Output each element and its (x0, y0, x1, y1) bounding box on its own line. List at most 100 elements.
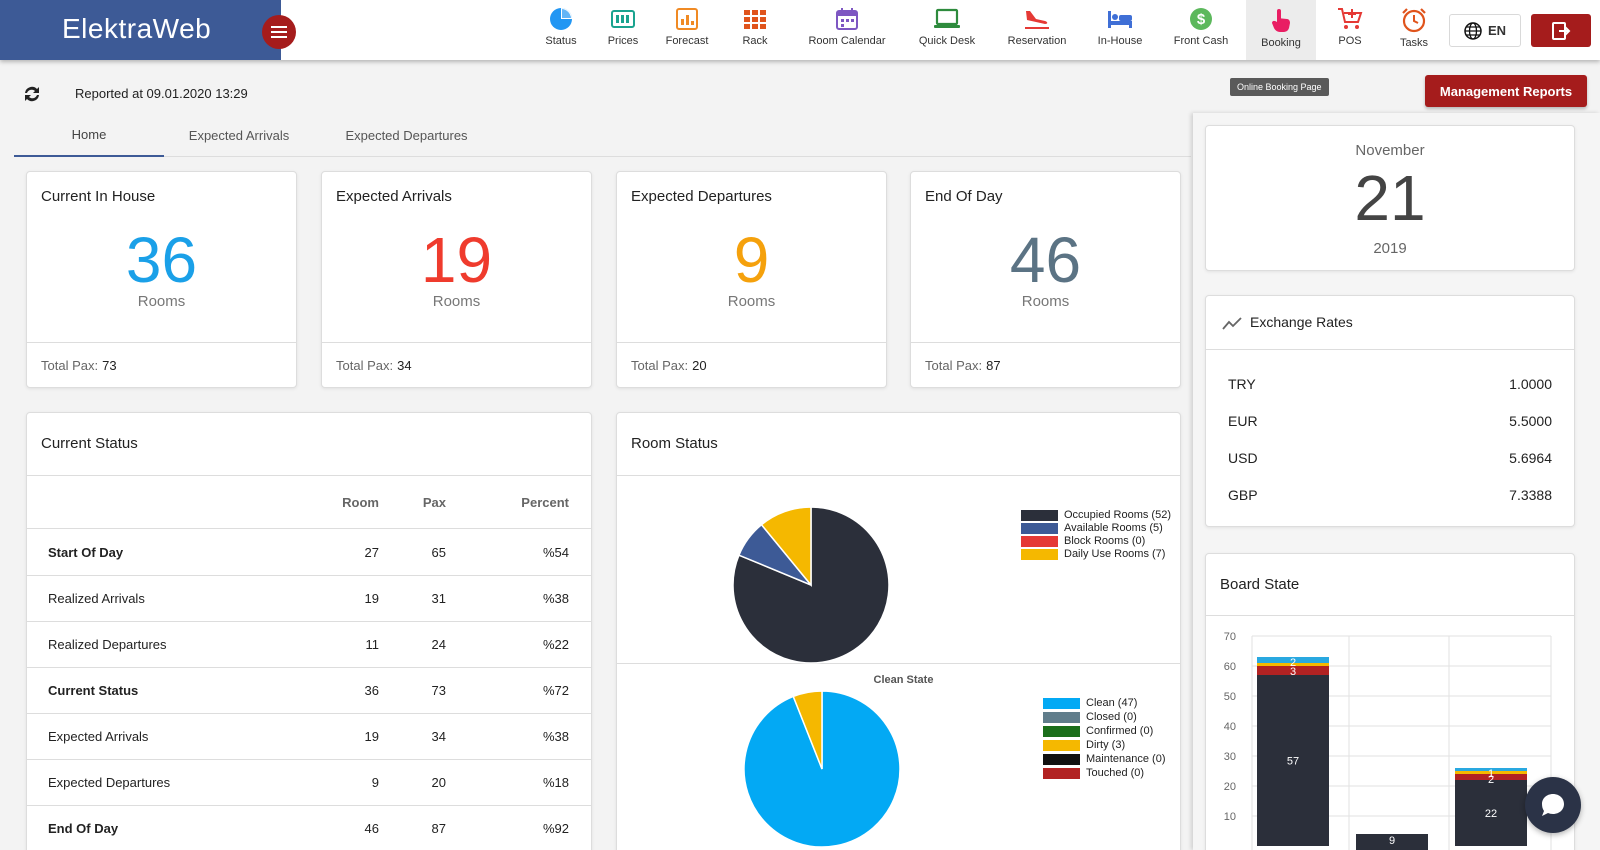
legend-label: Clean (47) (1086, 697, 1138, 709)
calendar-icon (836, 8, 858, 30)
legend-swatch (1043, 753, 1080, 765)
exchange-row: TRY 1.0000 (1228, 376, 1552, 396)
table-header: Room Pax Percent (27, 475, 591, 529)
stat-card-end-of-day: End Of Day 46 Rooms Total Pax: 87 (910, 171, 1181, 388)
legend-item: Occupied Rooms (52) (1021, 509, 1171, 521)
bar-label: 2 (1488, 774, 1494, 786)
chat-button[interactable] (1525, 777, 1581, 833)
bar-label: 3 (1290, 666, 1296, 678)
clean-state-pie-chart (743, 690, 901, 848)
nav-label: Reservation (1007, 35, 1067, 47)
row-percent: %38 (542, 591, 569, 606)
hamburger-menu-button[interactable] (262, 15, 296, 49)
nav-label: Forecast (665, 35, 709, 47)
row-label: Realized Arrivals (48, 591, 145, 606)
language-button[interactable]: EN (1449, 14, 1521, 47)
current-status-card: Current Status Room Pax Percent Start Of… (26, 412, 592, 850)
room-status-pie-chart (732, 506, 890, 664)
top-bar: ElektraWeb Status Prices Forecast Rack R… (0, 0, 1600, 60)
nav-label: Booking (1261, 37, 1301, 49)
refresh-icon[interactable] (22, 84, 42, 104)
nav-label: In-House (1097, 35, 1143, 47)
legend-item: Daily Use Rooms (7) (1021, 548, 1165, 560)
stat-title: End Of Day (925, 188, 1003, 205)
nav-booking[interactable]: Booking (1246, 0, 1316, 60)
nav-label: Status (545, 35, 577, 47)
pax-label: Total Pax: (631, 358, 689, 373)
currency-rate: 1.0000 (1509, 376, 1552, 392)
row-label: Expected Departures (48, 775, 171, 790)
tab-expected-departures[interactable]: Expected Departures (345, 127, 468, 143)
stat-value: 36 (125, 224, 198, 296)
nav-pos[interactable]: POS (1330, 0, 1370, 60)
nav-forecast[interactable]: Forecast (657, 0, 717, 60)
logout-button[interactable] (1531, 14, 1591, 47)
row-label: Expected Arrivals (48, 729, 149, 744)
logout-icon (1552, 21, 1571, 40)
legend-swatch (1021, 522, 1058, 534)
row-pax: 65 (431, 545, 446, 560)
pie-slice (792, 690, 823, 770)
nav-in-house[interactable]: In-House (1095, 0, 1145, 60)
currency-code: EUR (1228, 413, 1258, 429)
nav-label: POS (1338, 35, 1362, 47)
legend-label: Daily Use Rooms (7) (1064, 548, 1166, 560)
clean-state-title: Clean State (873, 674, 934, 686)
nav-prices[interactable]: Prices (600, 0, 646, 60)
exchange-row: GBP 7.3388 (1228, 487, 1552, 507)
nav-room-calendar[interactable]: Room Calendar (802, 0, 892, 60)
bar-label: 1 (1488, 768, 1494, 780)
legend-label: Dirty (3) (1086, 739, 1126, 751)
table-row: Expected Arrivals 19 34 %38 (27, 714, 591, 760)
stat-card-expected-arrivals: Expected Arrivals 19 Rooms Total Pax: 34 (321, 171, 592, 388)
legend-swatch (1043, 697, 1080, 709)
menu-icon (271, 31, 287, 33)
chat-bubble-icon (1542, 794, 1564, 816)
stat-unit: Rooms (727, 293, 776, 310)
alarm-clock-icon (1402, 8, 1426, 33)
header-pax: Pax (422, 494, 446, 510)
management-reports-button[interactable]: Management Reports (1425, 75, 1587, 107)
tab-home[interactable]: Home (14, 113, 164, 157)
right-panel: November 21 2019 Exchange Rates TRY 1.000… (1193, 113, 1600, 850)
table-row: Expected Departures 9 20 %18 (27, 760, 591, 806)
board-state-card: Board State 10 20 30 40 50 60 70 57 3 2 9 22 2 1 (1205, 553, 1575, 850)
bar-label: 2 (1290, 657, 1296, 669)
row-room: 36 (364, 683, 379, 698)
currency-code: USD (1228, 450, 1258, 466)
pie-chart-icon (550, 8, 572, 30)
language-label: EN (1487, 23, 1507, 38)
nav-front-cash[interactable]: $ Front Cash (1173, 0, 1229, 60)
exchange-rates-title: Exchange Rates (1250, 314, 1353, 330)
legend-item: Confirmed (0) (1043, 725, 1153, 737)
stat-value: 9 (733, 224, 770, 296)
row-pax: 24 (431, 637, 446, 652)
room-status-card: Room Status Occupied Rooms (52) Available… (616, 412, 1181, 850)
row-room: 19 (364, 729, 379, 744)
divider (617, 475, 1180, 476)
currency-code: GBP (1228, 487, 1258, 503)
stat-title: Expected Departures (631, 188, 772, 205)
pax-label: Total Pax: (336, 358, 394, 373)
nav-quick-desk[interactable]: Quick Desk (914, 0, 980, 60)
row-label: Realized Departures (48, 637, 167, 652)
legend-label: Confirmed (0) (1086, 725, 1154, 737)
currency-rate: 5.5000 (1509, 413, 1552, 429)
row-room: 27 (364, 545, 379, 560)
svg-text:$: $ (1197, 11, 1206, 28)
nav-reservation[interactable]: Reservation (1004, 0, 1070, 60)
date-card: November 21 2019 (1205, 125, 1575, 271)
nav-rack[interactable]: Rack (735, 0, 775, 60)
room-status-title: Room Status (631, 435, 718, 452)
nav-status[interactable]: Status (538, 0, 584, 60)
brand-logo[interactable]: ElektraWeb (62, 13, 212, 44)
y-tick-label: 30 (1224, 751, 1236, 763)
row-pax: 31 (431, 591, 446, 606)
stat-title: Expected Arrivals (336, 188, 452, 205)
legend-label: Block Rooms (0) (1064, 535, 1146, 547)
nav-tasks[interactable]: Tasks (1394, 0, 1434, 60)
header-percent: Percent (521, 494, 569, 510)
row-room: 11 (365, 637, 380, 652)
tab-expected-arrivals[interactable]: Expected Arrivals (188, 127, 290, 143)
